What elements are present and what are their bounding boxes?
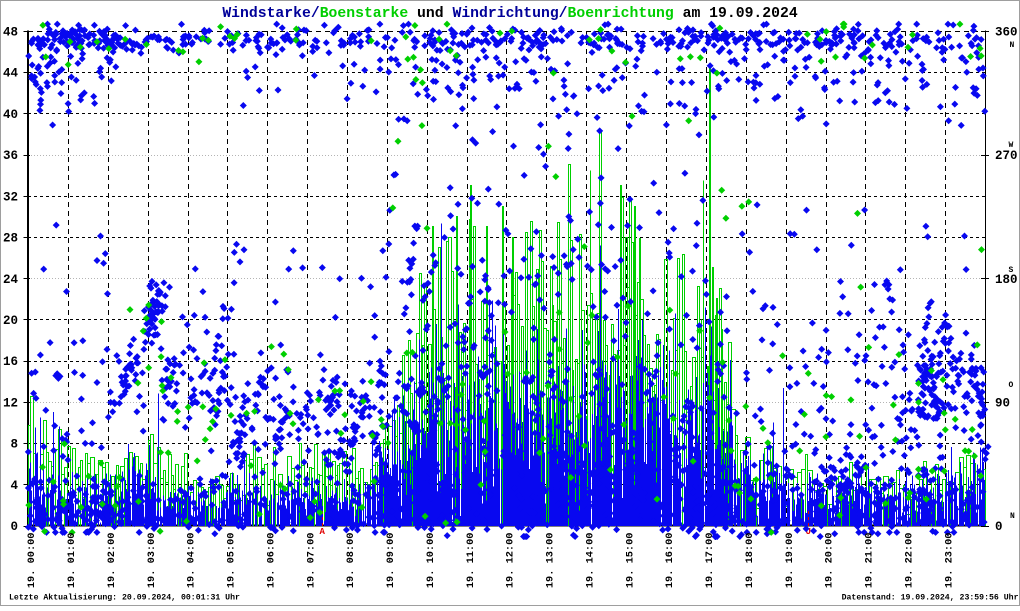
svg-text:N: N [1010, 41, 1015, 50]
svg-text:A: A [320, 527, 326, 537]
svg-text:8: 8 [10, 438, 18, 452]
svg-text:36: 36 [3, 149, 18, 163]
svg-text:19. 20:00: 19. 20:00 [824, 533, 836, 589]
svg-text:16: 16 [3, 355, 18, 369]
svg-text:20: 20 [3, 314, 18, 328]
svg-text:19. 13:00: 19. 13:00 [545, 533, 557, 589]
svg-text:19. 10:00: 19. 10:00 [425, 533, 437, 589]
svg-text:19. 11:00: 19. 11:00 [465, 533, 477, 589]
svg-text:44: 44 [3, 67, 19, 81]
svg-text:19. 03:00: 19. 03:00 [146, 533, 158, 589]
svg-text:19. 04:00: 19. 04:00 [186, 533, 198, 589]
svg-text:Datenstand: 19.09.2024, 23:59:: Datenstand: 19.09.2024, 23:59:56 Uhr [842, 593, 1019, 603]
svg-text:12: 12 [3, 396, 18, 410]
svg-text:24: 24 [3, 273, 19, 287]
svg-text:19. 05:00: 19. 05:00 [226, 533, 238, 589]
svg-text:40: 40 [3, 108, 18, 122]
svg-text:19. 23:00: 19. 23:00 [943, 533, 955, 589]
svg-text:19. 18:00: 19. 18:00 [744, 533, 756, 589]
svg-text:19. 15:00: 19. 15:00 [624, 533, 636, 589]
svg-text:28: 28 [3, 232, 18, 246]
svg-text:19. 22:00: 19. 22:00 [903, 533, 915, 589]
svg-text:19. 21:00: 19. 21:00 [864, 533, 876, 589]
svg-text:19. 19:00: 19. 19:00 [784, 533, 796, 589]
svg-text:0: 0 [10, 520, 18, 534]
svg-text:N: N [1010, 512, 1015, 521]
svg-text:19. 02:00: 19. 02:00 [106, 533, 118, 589]
svg-text:19. 06:00: 19. 06:00 [265, 533, 277, 589]
svg-text:U: U [806, 527, 811, 537]
svg-text:19. 16:00: 19. 16:00 [664, 533, 676, 589]
svg-text:0: 0 [995, 520, 1003, 534]
svg-text:19. 07:00: 19. 07:00 [305, 533, 317, 589]
svg-text:48: 48 [3, 26, 18, 40]
svg-text:W: W [1009, 141, 1014, 150]
svg-text:32: 32 [3, 190, 18, 204]
svg-text:19. 08:00: 19. 08:00 [345, 533, 357, 589]
svg-text:19. 17:00: 19. 17:00 [704, 533, 716, 589]
svg-text:S: S [1009, 266, 1014, 275]
svg-text:19. 01:00: 19. 01:00 [66, 533, 78, 589]
svg-text:360: 360 [995, 26, 1018, 40]
svg-text:19. 14:00: 19. 14:00 [584, 533, 596, 589]
svg-text:270: 270 [995, 149, 1018, 163]
svg-text:19. 09:00: 19. 09:00 [385, 533, 397, 589]
svg-text:180: 180 [995, 273, 1018, 287]
svg-text:4: 4 [10, 479, 18, 493]
svg-text:O: O [1009, 381, 1014, 390]
svg-text:19. 00:00: 19. 00:00 [26, 533, 38, 589]
svg-text:19. 12:00: 19. 12:00 [505, 533, 517, 589]
svg-text:Windstarke/Boenstarke und Wind: Windstarke/Boenstarke und Windrichtung/B… [222, 6, 798, 22]
svg-text:90: 90 [995, 396, 1010, 410]
svg-text:Letzte Aktualisierung: 20.09.2: Letzte Aktualisierung: 20.09.2024, 00:01… [9, 593, 240, 603]
